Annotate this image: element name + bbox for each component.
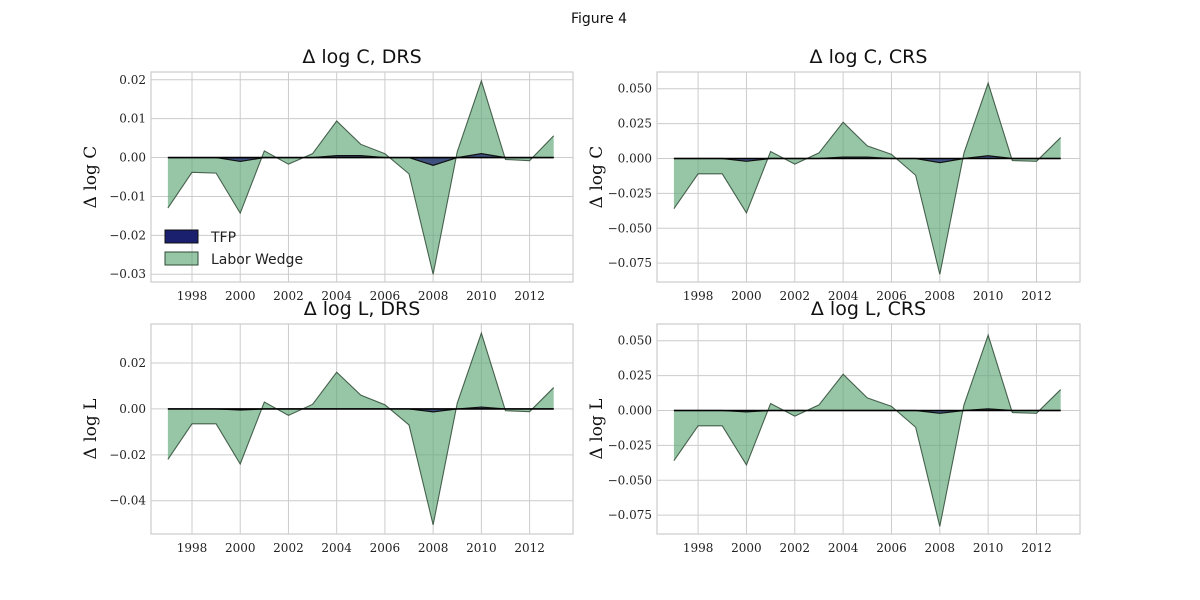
x-tick-label: 1998	[177, 541, 208, 555]
x-tick-label: 2006	[370, 541, 401, 555]
panel-title: Δ log L, CRS	[811, 298, 926, 320]
plot-area	[167, 331, 555, 525]
y-tick-label: 0.00	[119, 402, 146, 416]
x-tick-label: 2002	[273, 541, 304, 555]
x-tick-label: 2002	[780, 289, 811, 303]
y-tick-label: −0.050	[608, 473, 652, 487]
x-tick-label: 2012	[1021, 289, 1052, 303]
y-axis-label: Δ log L	[81, 399, 101, 460]
y-tick-label: 0.025	[618, 117, 652, 131]
x-tick-label: 2006	[370, 289, 401, 303]
plot-area	[167, 79, 555, 275]
labor-wedge-area	[167, 333, 554, 525]
figure-title: Figure 4	[571, 11, 627, 27]
x-tick-label: 2002	[273, 289, 304, 303]
x-tick-label: 2000	[225, 289, 256, 303]
y-tick-label: 0.025	[618, 369, 652, 383]
axes-frame	[150, 71, 574, 283]
x-tick-label: 2008	[418, 289, 449, 303]
legend-label-labor: Labor Wedge	[211, 252, 303, 268]
y-axis-label: Δ log L	[587, 399, 607, 460]
legend: TFP Labor Wedge	[164, 229, 303, 268]
panel-title: Δ log L, DRS	[304, 298, 421, 320]
chart-panel-1: 1998 2000 2002 2004 2006 2008 2010 2012 −0.03 −0.…	[81, 46, 574, 303]
y-tick-label: −0.025	[608, 186, 652, 200]
labor-wedge-area	[673, 335, 1061, 527]
legend-swatch-labor	[164, 251, 199, 266]
x-tick-label: 2010	[466, 541, 497, 555]
y-tick-label: 0.00	[119, 151, 146, 165]
x-tick-label: 2000	[731, 541, 762, 555]
axes-frame	[656, 71, 1081, 283]
x-tick-label: 2004	[321, 541, 352, 555]
chart-panels: 1998 2000 2002 2004 2006 2008 2010 2012 −0.03 −0.…	[81, 46, 1081, 555]
x-tick-label: 2008	[925, 541, 956, 555]
x-tick-label: 2002	[780, 541, 811, 555]
labor-wedge-line	[167, 331, 555, 525]
y-tick-label: −0.03	[109, 267, 146, 281]
x-tick-label: 2010	[973, 289, 1004, 303]
y-axis-label: Δ log C	[81, 146, 101, 209]
labor-wedge-area	[673, 83, 1061, 275]
labor-wedge-line	[167, 79, 555, 275]
axes-frame	[150, 323, 574, 535]
x-tick-label: 2004	[828, 541, 859, 555]
y-tick-label: −0.04	[109, 494, 146, 508]
y-tick-label: −0.075	[608, 508, 652, 522]
y-tick-label: 0.050	[618, 334, 652, 348]
labor-wedge-area	[167, 80, 554, 275]
x-tick-label: 2004	[828, 289, 859, 303]
y-tick-label: −0.02	[109, 228, 146, 242]
chart-panel-4: 1998 2000 2002 2004 2006 2008 2010 2012 −0.075 −0…	[587, 298, 1081, 555]
plot-area	[673, 81, 1062, 275]
y-tick-label: 0.000	[618, 152, 652, 166]
y-tick-label: −0.050	[608, 221, 652, 235]
panel-title: Δ log C, DRS	[302, 46, 421, 68]
chart-panel-3: 1998 2000 2002 2004 2006 2008 2010 2012 −0.04 −0.…	[81, 298, 574, 555]
panel-title: Δ log C, CRS	[810, 46, 928, 68]
y-tick-label: 0.01	[119, 112, 146, 126]
x-tick-label: 2000	[731, 289, 762, 303]
x-tick-label: 2006	[876, 541, 907, 555]
y-tick-label: 0.000	[618, 404, 652, 418]
y-tick-label: −0.01	[109, 189, 146, 203]
y-tick-label: −0.02	[109, 448, 146, 462]
plot-area	[673, 333, 1062, 527]
legend-swatch-tfp	[164, 229, 199, 244]
x-tick-label: 2010	[973, 541, 1004, 555]
tfp-line	[673, 155, 1061, 164]
x-tick-label: 2012	[514, 289, 545, 303]
x-tick-label: 2012	[514, 541, 545, 555]
chart-panel-2: 1998 2000 2002 2004 2006 2008 2010 2012 −0.075 −0…	[587, 46, 1081, 303]
x-tick-label: 2008	[418, 541, 449, 555]
x-tick-label: 1998	[683, 541, 714, 555]
x-tick-label: 1998	[683, 289, 714, 303]
y-tick-label: 0.02	[119, 73, 146, 87]
x-tick-label: 2010	[466, 289, 497, 303]
y-axis-label: Δ log C	[587, 146, 607, 209]
y-tick-label: −0.025	[608, 438, 652, 452]
tfp-line	[167, 153, 554, 166]
axes-frame	[656, 323, 1081, 535]
legend-label-tfp: TFP	[210, 230, 236, 246]
labor-wedge-line	[673, 333, 1062, 527]
y-tick-label: 0.050	[618, 82, 652, 96]
y-tick-label: −0.075	[608, 256, 652, 270]
labor-wedge-line	[673, 81, 1062, 275]
x-tick-label: 2000	[225, 541, 256, 555]
x-tick-label: 2004	[321, 289, 352, 303]
x-tick-label: 2008	[925, 289, 956, 303]
x-tick-label: 1998	[177, 289, 208, 303]
x-tick-label: 2006	[876, 289, 907, 303]
x-tick-label: 2012	[1021, 541, 1052, 555]
y-tick-label: 0.02	[119, 356, 146, 370]
